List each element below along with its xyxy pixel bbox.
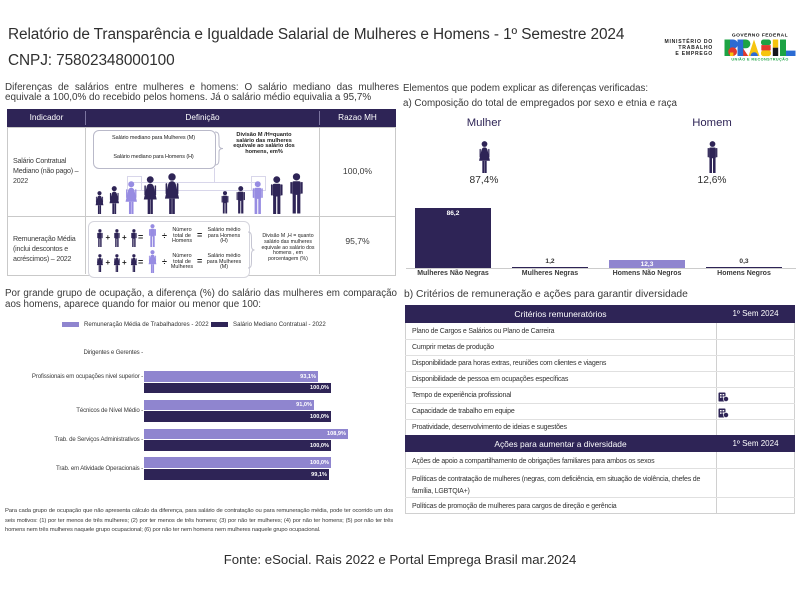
svg-text:GOVERNO FEDERAL: GOVERNO FEDERAL [732,33,788,39]
svg-text:UNIÃO E RECONSTRUÇÃO: UNIÃO E RECONSTRUÇÃO [731,57,788,62]
